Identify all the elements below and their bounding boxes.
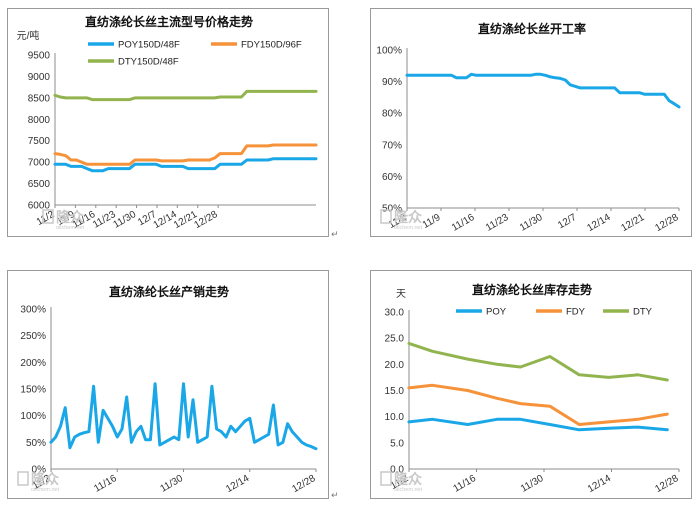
y-tick-label: 9500 <box>28 51 51 62</box>
y-tick-label: 30.0 <box>385 308 405 319</box>
y-tick-label: 70% <box>382 140 402 151</box>
x-tick-label: 11/30 <box>518 212 545 234</box>
watermark-site: oilchem.net <box>31 487 60 493</box>
x-tick-label: 11/30 <box>519 473 546 495</box>
watermark-box-icon <box>42 209 54 224</box>
stock-chart-panel: 直纺涤纶长丝库存走势 天 0.0 5.0 10.0 15.0 20.0 25.0 30.0 11/… <box>370 270 692 499</box>
watermark-brand: 隆众 <box>394 471 422 487</box>
anchor-mark: ↵ <box>331 229 339 239</box>
y-tick-label: 6500 <box>28 179 51 190</box>
y-tick-label: 300% <box>20 305 46 316</box>
chart-title: 直纺涤纶长丝开工率 <box>478 21 586 36</box>
watermark-site: oilchem.net <box>56 225 85 231</box>
x-tick-label: 12/14 <box>586 473 614 495</box>
chart-title: 直纺涤纶长丝库存走势 <box>472 282 592 297</box>
y-tick-label: 100% <box>20 411 46 422</box>
chart-title: 直纺涤纶长丝主流型号价格走势 <box>85 14 253 29</box>
y-tick-label: 10.0 <box>385 412 405 423</box>
y-tick-label: 80% <box>382 109 402 120</box>
y-tick-label: 7000 <box>28 158 51 169</box>
x-tick-label: 12/28 <box>653 473 681 495</box>
series-line-dty150d-48f <box>53 89 318 102</box>
y-tick-label: 150% <box>20 385 46 396</box>
watermark-brand: 隆众 <box>56 209 84 225</box>
watermark-site: oilchem.net <box>394 225 423 231</box>
legend-label: FDY <box>566 307 586 318</box>
watermark-brand: 隆众 <box>394 209 422 225</box>
y-tick-label: 90% <box>382 77 402 88</box>
y-tick-label: 250% <box>20 331 46 342</box>
sales-chart-panel: 直纺涤纶长丝产销走势 0% 50% 100% 150% 200% 250% 300% 11/2 1… <box>7 270 329 499</box>
x-tick-label: 11/16 <box>92 473 119 495</box>
x-tick-label: 11/30 <box>112 209 139 231</box>
watermark-site: oilchem.net <box>394 487 423 493</box>
y-tick-label: 200% <box>20 358 46 369</box>
series-line-fdy150d-96f <box>53 143 318 166</box>
x-tick-label: 11/16 <box>450 212 477 234</box>
x-tick-label: 11/30 <box>158 473 185 495</box>
x-tick-label: 12/28 <box>192 209 220 231</box>
y-axis-label: 元/吨 <box>17 29 40 42</box>
rate-chart-panel: 直纺涤纶长丝开工率 50% 60% 70% 80% 90% 100% 11/2 11/9 11/1… <box>370 8 692 237</box>
stock-chart: 直纺涤纶长丝库存走势 天 0.0 5.0 10.0 15.0 20.0 25.0 30.0 11/… <box>380 282 681 495</box>
series-line-fdy <box>407 383 669 426</box>
anchor-mark: ↵ <box>331 490 339 500</box>
y-tick-label: 50% <box>26 438 46 449</box>
y-tick-label: 15.0 <box>385 386 405 397</box>
watermark-brand: 隆众 <box>31 471 59 487</box>
y-tick-label: 7500 <box>28 136 51 147</box>
y-tick-label: 9000 <box>28 72 51 83</box>
y-tick-label: 8500 <box>28 93 51 104</box>
legend-label: DTY150D/48F <box>118 57 179 68</box>
chart-title: 直纺涤纶长丝产销走势 <box>109 284 229 299</box>
y-tick-label: 0% <box>32 465 47 476</box>
y-tick-label: 8000 <box>28 115 51 126</box>
series-line-poy <box>407 417 669 432</box>
y-tick-label: 25.0 <box>385 334 405 345</box>
series-line-poy150d-48f <box>53 157 318 173</box>
watermark-box-icon <box>380 471 392 486</box>
legend-label: POY150D/48F <box>118 40 180 51</box>
watermark-box-icon <box>380 209 392 224</box>
x-tick-label: 12/21 <box>619 212 647 234</box>
x-tick-label: 12/14 <box>224 473 252 495</box>
y-tick-label: 50% <box>382 204 402 215</box>
series-line-dty <box>407 341 669 382</box>
x-tick-label: 12/28 <box>290 473 318 495</box>
series-line-- <box>405 72 681 109</box>
y-tick-label: 0.0 <box>390 465 404 476</box>
legend-label: POY <box>486 307 507 318</box>
y-axis-label: 天 <box>396 289 406 300</box>
watermark-box-icon <box>17 471 29 486</box>
legend-label: FDY150D/96F <box>241 40 302 51</box>
y-tick-label: 5.0 <box>390 438 404 449</box>
legend-label: DTY <box>633 307 653 318</box>
x-tick-label: 11/16 <box>451 473 478 495</box>
x-tick-label: 12/14 <box>585 212 613 234</box>
y-tick-label: 20.0 <box>385 360 405 371</box>
series-line-- <box>49 382 318 451</box>
x-tick-label: 11/9 <box>421 212 443 231</box>
y-tick-label: 100% <box>376 46 402 57</box>
y-tick-label: 60% <box>382 172 402 183</box>
x-tick-label: 11/23 <box>484 212 511 234</box>
price-chart-panel: 直纺涤纶长丝主流型号价格走势元/吨 6000 6500 7000 7500 8000 850… <box>7 8 329 237</box>
x-tick-label: 12/28 <box>653 212 681 234</box>
y-tick-label: 6000 <box>28 201 51 212</box>
x-tick-label: 12/7 <box>556 212 579 231</box>
